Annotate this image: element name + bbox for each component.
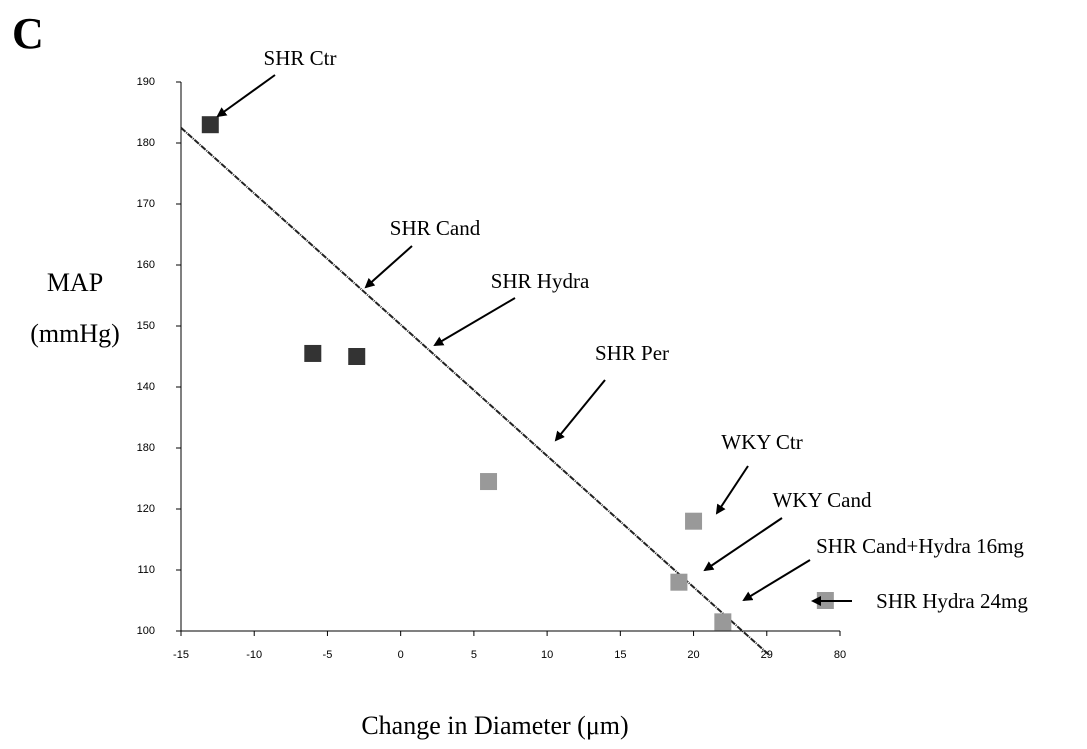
- x-axis-label: Change in Diameter (μm): [361, 711, 628, 740]
- y-tick-label: 160: [137, 259, 155, 271]
- y-axis-label: MAP: [47, 268, 103, 297]
- y-tick-label: 140: [137, 381, 155, 393]
- x-tick-label: 10: [541, 649, 553, 661]
- y-tick-label: 180: [137, 442, 155, 454]
- annotation-arrow: [742, 559, 811, 602]
- x-tick-label: -5: [323, 649, 333, 661]
- y-tick-label: 190: [137, 76, 155, 88]
- annotation: SHR Per: [595, 341, 669, 365]
- annotation: SHR Ctr: [264, 46, 337, 70]
- y-tick-label: 110: [137, 564, 155, 576]
- annotation-arrow: [554, 379, 606, 442]
- y-tick-label: 170: [137, 198, 155, 210]
- x-tick-label: 20: [687, 649, 699, 661]
- data-point: [670, 573, 688, 591]
- data-point: [480, 473, 498, 491]
- annotation: SHR Cand+Hydra 16mg: [816, 534, 1024, 558]
- data-point: [201, 116, 219, 134]
- y-tick-label: 150: [137, 320, 155, 332]
- annotation: WKY Cand: [773, 488, 872, 512]
- data-point: [348, 348, 366, 365]
- trend-line: [180, 127, 771, 657]
- annotation-arrow: [703, 517, 783, 572]
- data-point: [685, 512, 703, 530]
- annotation: SHR Hydra 24mg: [876, 589, 1028, 613]
- x-tick-label: 0: [398, 649, 404, 661]
- x-tick-label: -15: [173, 649, 189, 661]
- x-tick-label: 5: [471, 649, 477, 661]
- data-point: [714, 613, 732, 631]
- annotation-arrow: [364, 245, 413, 289]
- data-point: [304, 344, 322, 362]
- x-tick-label: 15: [614, 649, 626, 661]
- annotation-arrow: [433, 297, 516, 347]
- y-tick-label: 120: [137, 503, 155, 515]
- panel-label: C: [12, 9, 44, 58]
- annotation-arrow: [715, 465, 749, 515]
- x-tick-label: -10: [246, 649, 262, 661]
- annotation: SHR Hydra: [491, 269, 590, 293]
- x-tick-label: 29: [761, 649, 773, 661]
- x-tick-label: 80: [834, 649, 846, 661]
- annotation-arrow: [216, 74, 276, 118]
- annotation: WKY Ctr: [721, 430, 802, 454]
- y-tick-label: 180: [137, 137, 155, 149]
- y-tick-label: 100: [137, 625, 155, 637]
- annotation: SHR Cand: [390, 216, 481, 240]
- y-axis-label: (mmHg): [30, 319, 120, 348]
